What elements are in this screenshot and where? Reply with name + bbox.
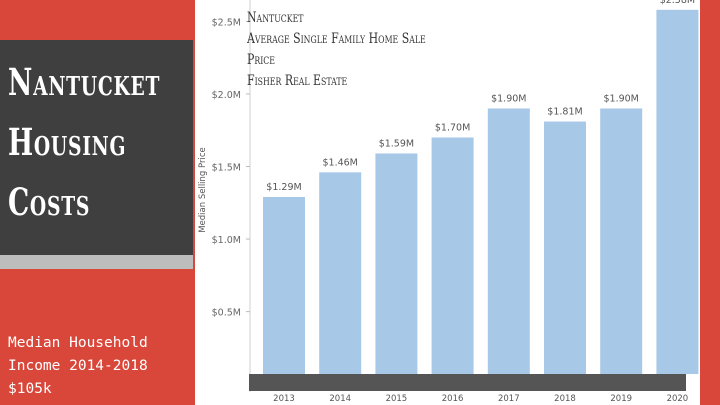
data-label: $1.59M [379, 138, 414, 149]
bar-chart: $0.5M $1.0M $1.5M $2.0M $2.5M Median Selling … [198, 0, 699, 404]
bar [487, 108, 530, 375]
data-label: $1.29M [266, 182, 301, 193]
x-tick-label: 2016 [442, 394, 464, 404]
bar [656, 9, 699, 374]
y-tick-label: $2.5M [212, 17, 241, 28]
data-label: $1.46M [322, 157, 357, 168]
chart-title: Nantucket Average Single Family Home Sal… [247, 8, 426, 92]
chart-title-line: Price [247, 52, 275, 68]
slide-title-line: Nantucket [8, 60, 161, 104]
chart-title-line: Nantucket [247, 10, 304, 26]
x-tick-label: 2019 [610, 394, 632, 404]
data-label: $1.70M [435, 122, 470, 133]
y-tick-label: $0.5M [212, 308, 241, 319]
income-line: $105k [8, 381, 52, 397]
income-line: Income 2014-2018 [8, 358, 148, 374]
bar [319, 172, 362, 374]
chart-title-line: Average Single Family Home Sale [247, 31, 426, 47]
slide-title-line: Costs [8, 180, 91, 224]
x-tick-label: 2017 [498, 394, 520, 404]
data-label: $2.58M [660, 0, 695, 6]
x-tick-label: 2013 [273, 394, 295, 404]
y-tick-label: $1.0M [212, 235, 241, 246]
sidebar-divider [0, 255, 193, 269]
chart-title-line: Fisher Real Estate [247, 73, 348, 89]
sidebar-panel [0, 40, 193, 255]
x-tick-label: 2014 [329, 394, 351, 404]
bar [600, 108, 643, 375]
data-label: $1.81M [547, 107, 582, 118]
y-tick-label: $1.5M [212, 163, 241, 174]
bar [431, 137, 474, 374]
data-label: $1.90M [491, 93, 526, 104]
y-axis-title: Median Selling Price [198, 147, 208, 233]
bar [544, 121, 586, 374]
x-tick-label: 2018 [554, 394, 576, 404]
income-note: Median Household Income 2014-2018 $105k [8, 332, 148, 401]
slide-title-line: Housing [8, 120, 127, 164]
x-tick-label: 2020 [667, 394, 689, 404]
bar [263, 196, 305, 374]
slide-title: Nantucket Housing Costs [8, 52, 160, 232]
data-label: $1.90M [603, 93, 638, 104]
bar [375, 153, 418, 374]
income-line: Median Household [8, 335, 148, 351]
x-tick-label: 2015 [386, 394, 408, 404]
y-tick-label: $2.0M [212, 90, 241, 101]
baseline-band [249, 374, 686, 391]
